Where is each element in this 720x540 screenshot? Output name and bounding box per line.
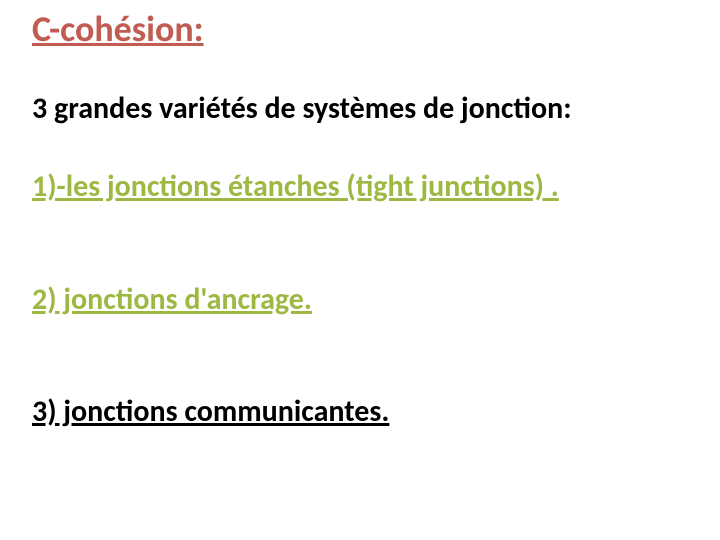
section-subtitle: 3 grandes variétés de systèmes de joncti…: [32, 92, 688, 127]
list-item-2: 2) jonctions d'ancrage.: [32, 283, 688, 318]
section-title: C-cohésion:: [32, 10, 688, 50]
list-item-3: 3) jonctions communicantes.: [32, 395, 688, 430]
list-item-1: 1)-les jonctions étanches (tight junctio…: [32, 170, 688, 205]
slide-body: C-cohésion: 3 grandes variétés de systèm…: [0, 0, 720, 540]
